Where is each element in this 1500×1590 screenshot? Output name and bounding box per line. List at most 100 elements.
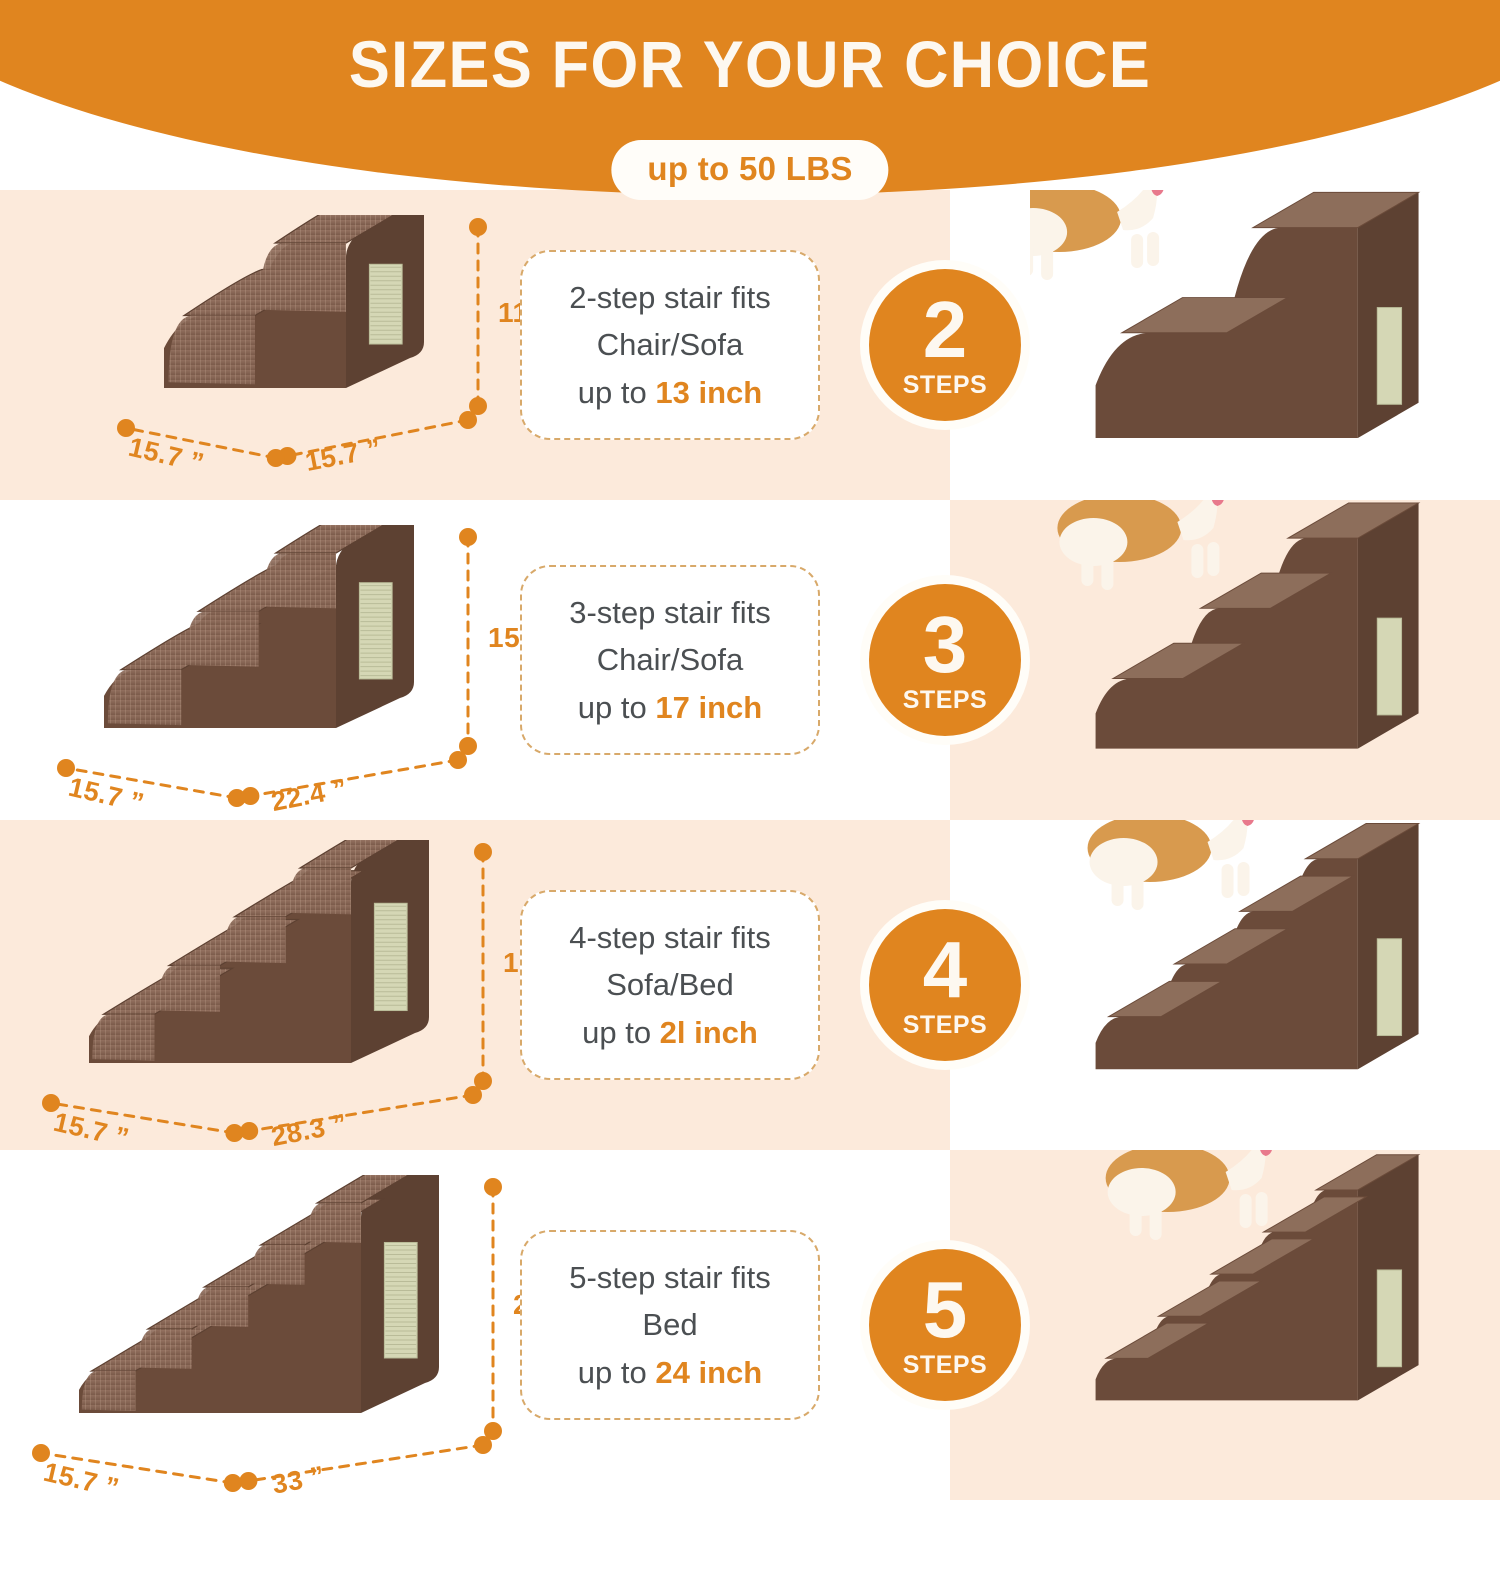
info-max-height-value: 2l inch xyxy=(659,1014,758,1050)
corgi-on-stair-photo xyxy=(1087,738,1421,1070)
product-illustration-zone: 11.8 ”15.7 ”15.7 ” xyxy=(40,190,575,500)
corgi-on-stair-photo xyxy=(997,108,1421,438)
photo-sisal-pad xyxy=(1376,938,1403,1037)
info-line-furniture: Bed xyxy=(642,1307,698,1343)
corgi-leg xyxy=(1237,862,1250,896)
dimension-lines xyxy=(57,528,477,807)
sisal-scratch-pad xyxy=(383,1241,418,1359)
size-info-box: 3-step stair fits Chair/Sofa up to 17 inch xyxy=(520,565,820,755)
corgi-leg xyxy=(1041,246,1054,280)
photo-stair-tread xyxy=(1314,1154,1421,1191)
photo-sisal-pad xyxy=(1376,617,1403,716)
stair-riser-fabric xyxy=(92,1014,155,1061)
pet-stair-illustration xyxy=(79,1175,439,1413)
photo-stair-tread xyxy=(1156,1280,1263,1317)
step-count-word: STEPS xyxy=(902,1011,988,1039)
size-row-row-3-step: 15.7 ”22.4 ”15.7 ”3-step stair fits Chair… xyxy=(0,418,1500,820)
corgi-leg xyxy=(1255,1192,1268,1226)
photo-stair-tread xyxy=(1172,928,1290,965)
info-max-height-value: 13 inch xyxy=(655,374,763,410)
step-count-number: 2 xyxy=(922,285,968,374)
corgi-chest xyxy=(1207,804,1248,861)
photo-stair-tread xyxy=(1261,1196,1368,1233)
stair-riser-fabric xyxy=(168,315,255,385)
step-count-word: STEPS xyxy=(902,371,988,399)
photo-stair-tread xyxy=(1209,1238,1316,1275)
product-illustration-zone: 22.6 ”33 ”15.7 ” xyxy=(32,1150,592,1503)
info-line-fits: 3-step stair fits xyxy=(569,595,771,631)
photo-stair-tread xyxy=(1119,297,1290,334)
sisal-scratch-pad xyxy=(373,902,408,1012)
product-illustration-zone: 15.7 ”22.4 ”15.7 ” xyxy=(40,500,567,820)
product-illustration-zone: 19.7 ”28.3 ”15.7 ” xyxy=(40,820,582,1153)
pet-stair-illustration xyxy=(104,525,414,728)
corgi-haunch xyxy=(1089,838,1158,886)
photo-stair-tread xyxy=(1104,1322,1211,1359)
photo-stair-tread xyxy=(1286,502,1421,539)
dimension-lines xyxy=(42,843,492,1142)
step-count-badge: 5 STEPS xyxy=(869,1249,1021,1401)
corgi-leg xyxy=(1081,552,1094,586)
stair-riser-fabric xyxy=(81,1371,136,1411)
corgi-chest xyxy=(1225,1134,1266,1191)
photo-sisal-pad xyxy=(1376,307,1403,405)
photo-stair-tread xyxy=(1106,980,1224,1018)
info-max-height-value: 17 inch xyxy=(655,689,763,725)
stair-tread xyxy=(297,840,400,869)
stair-riser-fabric xyxy=(157,965,220,1012)
info-upto-prefix: up to xyxy=(582,1014,660,1050)
stair-riser-fabric xyxy=(138,1329,192,1369)
corgi-leg xyxy=(1221,864,1234,898)
info-max-height-value: 24 inch xyxy=(655,1354,763,1390)
corgi-leg xyxy=(1191,544,1204,578)
info-line-furniture: Sofa/Bed xyxy=(606,967,734,1003)
corgi-haunch xyxy=(1107,1168,1176,1216)
size-info-box: 5-step stair fits Bed up to 24 inch xyxy=(520,1230,820,1420)
corgi-leg xyxy=(1149,1206,1162,1240)
page-title: SIZES FOR YOUR CHOICE xyxy=(348,27,1152,101)
info-line-maxheight: up to 13 inch xyxy=(578,369,762,416)
corgi-leg xyxy=(1147,232,1160,266)
info-line-furniture: Chair/Sofa xyxy=(596,327,744,363)
stair-riser-fabric xyxy=(185,611,259,667)
corgi-leg xyxy=(1239,1194,1252,1228)
lifestyle-photo-zone xyxy=(1030,1068,1500,1500)
weight-capacity-badge: up to 50 LBS xyxy=(611,140,889,200)
step-count-word: STEPS xyxy=(902,686,988,714)
stair-riser-fabric xyxy=(107,669,182,726)
info-line-fits: 2-step stair fits xyxy=(569,280,771,316)
info-line-maxheight: up to 24 inch xyxy=(578,1349,762,1396)
info-upto-prefix: up to xyxy=(577,689,656,725)
corgi-leg xyxy=(1131,876,1144,910)
stair-tread xyxy=(273,525,385,554)
step-count-word: STEPS xyxy=(902,1351,988,1379)
info-upto-prefix: up to xyxy=(577,374,656,410)
photo-stair-tread xyxy=(1238,875,1355,912)
corgi-haunch xyxy=(1059,518,1128,566)
info-line-fits: 4-step stair fits xyxy=(569,920,771,956)
corgi-on-stair-photo xyxy=(1057,418,1421,749)
step-count-badge: 2 STEPS xyxy=(869,269,1021,421)
info-line-fits: 5-step stair fits xyxy=(569,1260,771,1296)
stair-riser-fabric xyxy=(262,553,336,609)
size-row-row-5-step: 22.6 ”33 ”15.7 ”5-step stair fits Bed up t… xyxy=(0,1068,1500,1503)
stair-riser-fabric xyxy=(259,243,346,312)
lifestyle-photo-zone xyxy=(997,108,1500,500)
corgi-leg xyxy=(1021,242,1034,276)
step-count-number: 3 xyxy=(922,600,968,689)
stair-riser-fabric xyxy=(307,1203,361,1243)
info-line-maxheight: up to 17 inch xyxy=(578,684,762,731)
photo-stair-tread xyxy=(1251,191,1421,229)
step-count-badge: 3 STEPS xyxy=(869,584,1021,736)
dimension-lines xyxy=(117,218,487,467)
stair-riser-fabric xyxy=(223,916,286,964)
lifestyle-photo-zone xyxy=(1030,738,1500,1150)
info-upto-prefix: up to xyxy=(577,1354,656,1390)
info-line-furniture: Chair/Sofa xyxy=(596,642,744,678)
stair-riser-fabric xyxy=(251,1245,305,1285)
photo-stair-tread xyxy=(1111,642,1246,679)
corgi-chest xyxy=(1177,484,1218,541)
step-count-badge: 4 STEPS xyxy=(869,909,1021,1061)
corgi-leg xyxy=(1129,1202,1142,1236)
corgi-leg xyxy=(1111,872,1124,906)
